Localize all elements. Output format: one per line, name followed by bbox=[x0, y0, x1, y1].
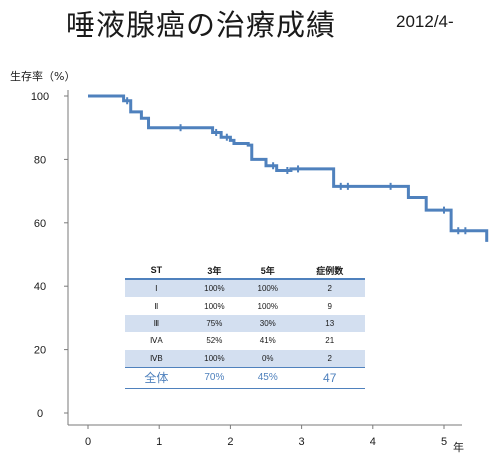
y-tick-label: 80 bbox=[34, 154, 46, 166]
table-cell: 100% bbox=[187, 297, 242, 315]
x-tick-label: 4 bbox=[370, 436, 376, 448]
table-cell: 52% bbox=[187, 332, 242, 350]
x-axis-label: 年 bbox=[453, 441, 464, 454]
table-header: 症例数 bbox=[294, 262, 365, 280]
x-tick-label: 0 bbox=[85, 436, 91, 448]
table-row: ⅣA 52% 41% 21 bbox=[125, 332, 365, 350]
table-row: Ⅰ 100% 100% 2 bbox=[125, 279, 365, 298]
table-row: Ⅲ 75% 30% 13 bbox=[125, 314, 365, 333]
y-axis-label: 生存率（%） bbox=[10, 70, 76, 83]
x-tick-label: 5 bbox=[441, 436, 447, 448]
x-tick-label: 1 bbox=[156, 436, 162, 448]
y-tick-label: 0 bbox=[37, 408, 43, 420]
y-tick-label: 100 bbox=[31, 91, 49, 103]
table-total-row: 全体 70% 45% 47 bbox=[125, 366, 365, 389]
y-tick-label: 40 bbox=[34, 281, 46, 293]
table-header-row: ST 3年 5年 症例数 bbox=[125, 262, 365, 280]
chart-ticks: 0 20 40 60 80 100 0 1 2 3 4 5 bbox=[31, 91, 447, 448]
table-cell: 100% bbox=[241, 279, 295, 298]
table-header: 3年 bbox=[187, 262, 242, 280]
table-header: 5年 bbox=[241, 262, 295, 280]
x-tick-label: 3 bbox=[299, 436, 305, 448]
table-cell: 全体 bbox=[125, 366, 188, 389]
table-cell: 100% bbox=[187, 349, 242, 368]
table-cell: Ⅲ bbox=[125, 314, 188, 333]
table-cell: 2 bbox=[294, 349, 365, 368]
table-cell: 0% bbox=[241, 349, 295, 368]
table-cell: Ⅱ bbox=[125, 297, 188, 315]
table-cell: 13 bbox=[294, 314, 365, 333]
table-cell: 9 bbox=[294, 297, 365, 315]
table-cell: 45% bbox=[241, 366, 295, 389]
table-row: ⅣB 100% 0% 2 bbox=[125, 349, 365, 368]
x-tick-label: 2 bbox=[227, 436, 233, 448]
survival-curve bbox=[88, 94, 489, 242]
table-cell: 41% bbox=[241, 332, 295, 350]
y-tick-label: 60 bbox=[34, 218, 46, 230]
chart-series bbox=[88, 94, 489, 242]
table-cell: 47 bbox=[294, 366, 365, 389]
table-cell: 75% bbox=[187, 314, 242, 333]
table-cell: 70% bbox=[187, 366, 242, 389]
page-title: 唾液腺癌の治療成績 bbox=[66, 8, 337, 42]
table-header: ST bbox=[125, 262, 188, 280]
table-cell: 30% bbox=[241, 314, 295, 333]
table-row: Ⅱ 100% 100% 9 bbox=[125, 297, 365, 315]
y-tick-label: 20 bbox=[34, 345, 46, 357]
table-cell: 100% bbox=[241, 297, 295, 315]
chart-axes bbox=[67, 90, 462, 426]
table-cell: 100% bbox=[187, 279, 242, 298]
date-label: 2012/4- bbox=[396, 12, 454, 31]
table-cell: ⅣA bbox=[125, 332, 188, 350]
table-cell: Ⅰ bbox=[125, 279, 188, 298]
table-cell: 21 bbox=[294, 332, 365, 350]
table-cell: ⅣB bbox=[125, 349, 188, 368]
table-cell: 2 bbox=[294, 279, 365, 298]
survival-table: ST 3年 5年 症例数 Ⅰ 100% 100% 2 Ⅱ 100% 100% 9… bbox=[125, 262, 365, 389]
